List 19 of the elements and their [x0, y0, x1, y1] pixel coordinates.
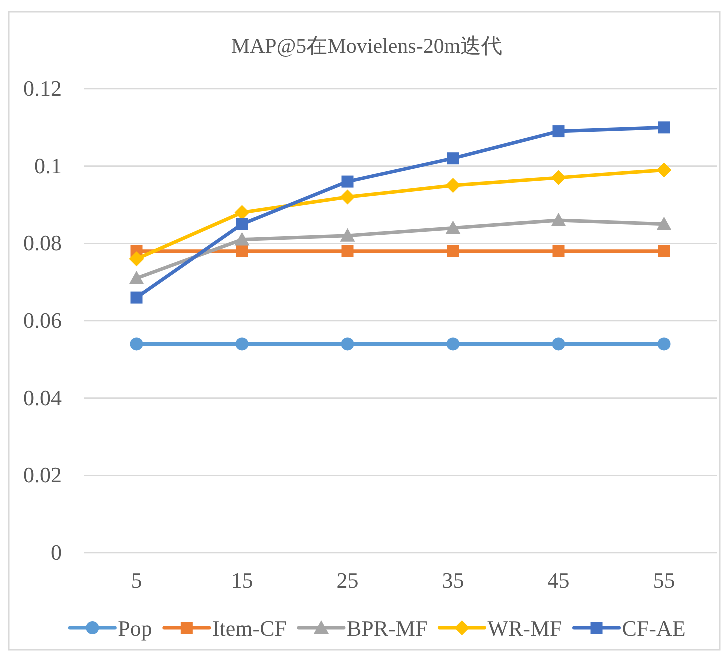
title: MAP@5在Movielens-20m迭代: [231, 34, 503, 58]
xtick-label: 45: [548, 568, 570, 593]
ytick-label: 0.02: [24, 462, 62, 488]
legend-label: BPR-MF: [346, 616, 428, 641]
xtick-label: 55: [653, 568, 676, 593]
ytick-label: 0.04: [24, 385, 62, 410]
legend-label: Pop: [118, 616, 152, 641]
xtick-label: 25: [336, 568, 359, 593]
xtick-label: 35: [442, 568, 464, 593]
ytick-label: 0.12: [24, 76, 62, 101]
legend-label: WR-MF: [488, 616, 562, 641]
ytick-label: 0.06: [24, 308, 62, 333]
xtick-label: 5: [131, 568, 142, 593]
xtick-label: 15: [231, 568, 254, 593]
ytick-label: 0: [51, 540, 62, 565]
legend-label: Item-CF: [212, 616, 287, 641]
ytick-label: 0.08: [24, 230, 62, 256]
ytick-label: 0.1: [34, 153, 62, 178]
legend-label: CF-AE: [622, 616, 686, 641]
